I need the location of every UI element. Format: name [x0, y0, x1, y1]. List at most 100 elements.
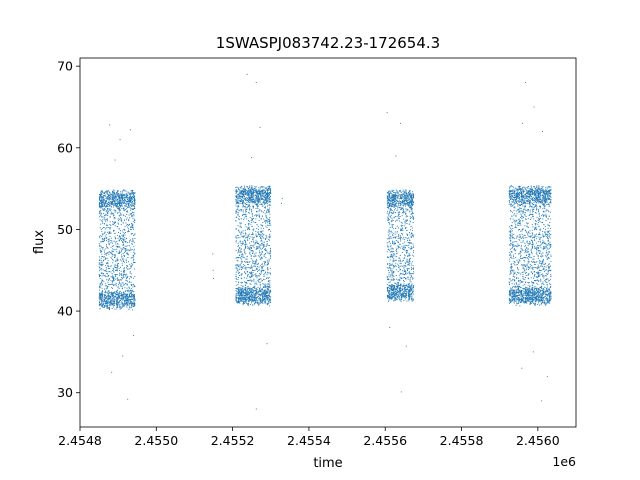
- data-point: [242, 285, 244, 287]
- data-point: [134, 207, 136, 209]
- data-point: [109, 231, 111, 233]
- data-point: [245, 245, 247, 247]
- data-point: [248, 188, 250, 190]
- data-point: [392, 203, 394, 205]
- data-point: [250, 283, 252, 285]
- data-point: [248, 276, 250, 278]
- data-point: [403, 265, 405, 267]
- data-point: [241, 261, 243, 263]
- data-point: [252, 205, 254, 207]
- data-point: [99, 268, 101, 270]
- data-point: [108, 277, 110, 280]
- data-point: [396, 284, 398, 286]
- data-point: [132, 234, 134, 236]
- data-point: [106, 219, 108, 221]
- data-point: [129, 307, 131, 309]
- data-point: [132, 260, 134, 262]
- data-point: [391, 217, 393, 219]
- data-point: [242, 240, 244, 243]
- data-point: [251, 302, 253, 304]
- data-point: [239, 265, 241, 267]
- data-point: [244, 186, 246, 188]
- data-point: [250, 273, 252, 275]
- data-point: [102, 269, 104, 271]
- data-point: [133, 214, 135, 216]
- data-point: [107, 194, 109, 196]
- data-point: [389, 287, 391, 290]
- data-point: [259, 288, 261, 290]
- data-point: [120, 270, 122, 272]
- data-point: [396, 194, 398, 197]
- data-point: [257, 303, 259, 305]
- data-point: [393, 272, 395, 274]
- data-point: [247, 228, 249, 230]
- data-point: [245, 295, 247, 297]
- data-point: [263, 283, 265, 285]
- data-point: [258, 235, 260, 237]
- data-point: [99, 289, 101, 291]
- data-point: [262, 280, 264, 282]
- data-point: [255, 218, 257, 220]
- data-point: [114, 303, 116, 305]
- data-point: [400, 202, 402, 204]
- data-point: [104, 298, 107, 300]
- data-point: [249, 185, 251, 187]
- data-point: [108, 279, 110, 281]
- data-point: [391, 287, 393, 289]
- data-point: [260, 298, 262, 300]
- data-point: [126, 207, 129, 209]
- data-point: [397, 195, 399, 197]
- data-point: [389, 205, 391, 207]
- data-point: [242, 236, 244, 238]
- data-point: [99, 276, 101, 278]
- data-point: [397, 279, 399, 281]
- data-point: [250, 303, 252, 305]
- data-point: [252, 219, 254, 221]
- data-point: [250, 248, 253, 250]
- data-point: [403, 267, 405, 269]
- data-point: [401, 286, 403, 288]
- data-point: [125, 248, 127, 250]
- data-point: [236, 216, 238, 218]
- data-point: [238, 297, 240, 299]
- data-point: [112, 242, 114, 244]
- data-point: [243, 298, 245, 300]
- data-point: [115, 197, 117, 199]
- data-point: [129, 303, 132, 305]
- data-point: [262, 198, 264, 201]
- data-point: [113, 217, 115, 219]
- data-point: [259, 258, 261, 260]
- data-point: [103, 306, 105, 308]
- data-point: [121, 220, 123, 222]
- data-point: [105, 305, 107, 307]
- data-point: [127, 298, 129, 300]
- data-point: [397, 197, 399, 199]
- data-point: [121, 192, 123, 194]
- data-point: [121, 282, 123, 284]
- data-point: [260, 248, 262, 250]
- data-point: [106, 292, 108, 294]
- data-point: [400, 289, 402, 291]
- data-point: [269, 200, 271, 202]
- data-point: [394, 198, 396, 200]
- data-point: [248, 205, 250, 207]
- data-point: [262, 234, 264, 236]
- data-point: [246, 267, 248, 269]
- data-point: [243, 299, 245, 301]
- data-point: [401, 215, 403, 217]
- data-point: [391, 221, 393, 223]
- data-point: [260, 227, 262, 229]
- data-point: [253, 194, 255, 197]
- data-point: [244, 257, 246, 259]
- data-point: [395, 219, 397, 221]
- data-point: [110, 195, 112, 198]
- data-point: [110, 298, 112, 300]
- data-point: [243, 288, 245, 291]
- data-point: [251, 196, 253, 198]
- data-point: [116, 251, 118, 253]
- data-point: [387, 256, 389, 258]
- data-point: [249, 247, 251, 249]
- data-point: [262, 290, 264, 292]
- data-point: [256, 296, 258, 298]
- data-point: [100, 251, 102, 253]
